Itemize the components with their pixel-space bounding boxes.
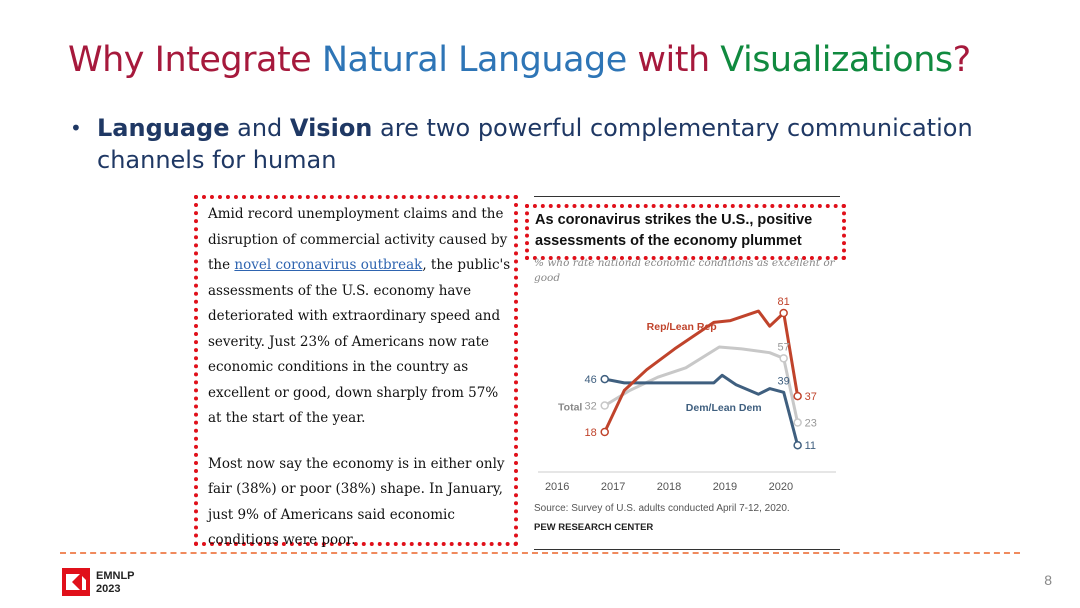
chart-source: Source: Survey of U.S. adults conducted …: [534, 503, 790, 514]
data-label: 46: [584, 374, 596, 386]
article-text: Amid record unemployment claims and the …: [208, 202, 514, 554]
bullet-bold-language: Language: [97, 114, 230, 142]
page-number: 8: [1044, 572, 1052, 588]
title-part-with: with: [626, 40, 721, 80]
data-label: 57: [778, 341, 790, 353]
title-part-natural-language: Natural Language: [321, 40, 627, 80]
data-point-marker: [600, 401, 609, 410]
data-label: 37: [805, 391, 817, 403]
chart-bottom-rule: [534, 549, 840, 550]
x-tick-label: 2018: [657, 481, 681, 493]
chart-organization: PEW RESEARCH CENTER: [534, 522, 654, 533]
data-point-marker: [793, 391, 802, 401]
footer-divider: [60, 552, 1020, 554]
article-paragraph-1: Amid record unemployment claims and the …: [208, 202, 514, 432]
title-part-visualizations: Visualizations: [720, 40, 953, 80]
data-label: 32: [584, 401, 596, 413]
data-point-marker: [779, 354, 788, 363]
data-point-marker: [600, 374, 609, 384]
article-paragraph-2: Most now say the economy is in either on…: [208, 455, 505, 549]
chart-headline-highlight-box: As coronavirus strikes the U.S., positiv…: [525, 204, 846, 260]
series-name-label: Dem/Lean Dem: [686, 402, 762, 414]
x-tick-label: 2016: [545, 481, 569, 493]
data-label: 81: [778, 296, 790, 308]
title-part-why: Why Integrate: [68, 40, 322, 80]
bullet-text-rest: are two powerful complementary communica…: [97, 114, 973, 174]
series-line: [603, 345, 800, 423]
footer-logo-text: EMNLP 2023: [96, 570, 135, 596]
x-tick-label: 2020: [769, 481, 793, 493]
x-tick-label: 2017: [601, 481, 625, 493]
article-p1-after: , the public's assessments of the U.S. e…: [208, 257, 511, 426]
article-link[interactable]: novel coronavirus outbreak: [234, 257, 423, 273]
line-chart: 2016 2017 2018 2019 2020 18 81 37 32 57 23 46 39 11 Re…: [538, 296, 836, 493]
x-tick-label: 2019: [713, 481, 737, 493]
title-part-question: ?: [952, 40, 972, 80]
bullet-text: Language and Vision are two powerful com…: [97, 112, 977, 176]
article-p1-before: Amid record unemployment claims and the …: [208, 206, 508, 273]
bullet-bold-vision: Vision: [289, 114, 373, 142]
data-point-marker: [600, 427, 609, 437]
footer-logo-line1: EMNLP: [96, 570, 135, 582]
chart-top-rule: [534, 196, 840, 197]
data-point-marker: [779, 308, 788, 318]
slide-title: Why Integrate Natural Language with Visu…: [68, 40, 971, 80]
data-label: 39: [778, 375, 790, 387]
paragraph-gap: [208, 432, 514, 452]
chart-title: As coronavirus strikes the U.S., positiv…: [535, 212, 813, 249]
series-name-label: Rep/Lean Rep: [647, 321, 717, 333]
data-point-marker: [793, 440, 802, 450]
bullet-text-and: and: [229, 114, 290, 142]
data-label: 11: [805, 440, 816, 452]
series-line: [603, 309, 800, 433]
data-point-marker: [793, 418, 802, 427]
article-highlight-box: Amid record unemployment claims and the …: [194, 195, 518, 548]
chart-subtitle: % who rate national economic conditions …: [534, 257, 835, 284]
series-name-label: Total: [558, 401, 582, 413]
series-line: [604, 373, 800, 446]
data-label: 23: [805, 418, 817, 430]
data-label: 18: [584, 427, 596, 439]
bullet-dot-icon: •: [70, 116, 82, 140]
footer-logo-line2: 2023: [96, 583, 121, 595]
emnlp-logo-icon: [62, 568, 90, 596]
